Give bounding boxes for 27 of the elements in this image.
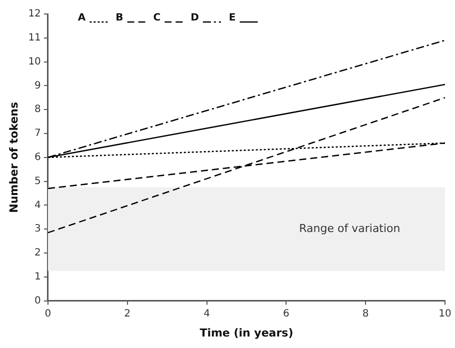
x-axis-title: Time (in years) [200, 326, 294, 340]
y-tick-label: 11 [28, 32, 41, 44]
legend-label: A [78, 12, 86, 24]
legend-label: E [228, 12, 236, 24]
legend-label: B [116, 12, 124, 24]
y-tick-label: 10 [28, 56, 41, 68]
y-tick-label: 9 [34, 80, 41, 92]
y-tick-label: 12 [28, 8, 41, 20]
y-tick-label: 4 [34, 200, 41, 211]
y-tick-label: 0 [34, 295, 41, 306]
y-tick-label: 5 [34, 176, 41, 187]
x-tick-label: 10 [438, 308, 452, 320]
y-tick-label: 3 [34, 224, 41, 235]
y-tick-label: 6 [34, 152, 41, 163]
x-tick-label: 8 [362, 308, 369, 320]
x-tick-label: 4 [204, 308, 210, 320]
x-tick-label: 2 [124, 308, 131, 320]
x-tick-label: 6 [282, 308, 290, 320]
legend-label: C [153, 12, 161, 24]
legend-label: D [190, 12, 199, 24]
y-axis-title: Number of tokens [7, 101, 20, 213]
y-tick-label: 7 [34, 128, 41, 140]
y-tick-label: 2 [34, 248, 41, 259]
y-tick-label: 8 [34, 104, 41, 116]
band-label: Range of variation [299, 222, 400, 235]
y-tick-label: 1 [34, 271, 41, 282]
x-tick-label: 0 [44, 308, 52, 320]
